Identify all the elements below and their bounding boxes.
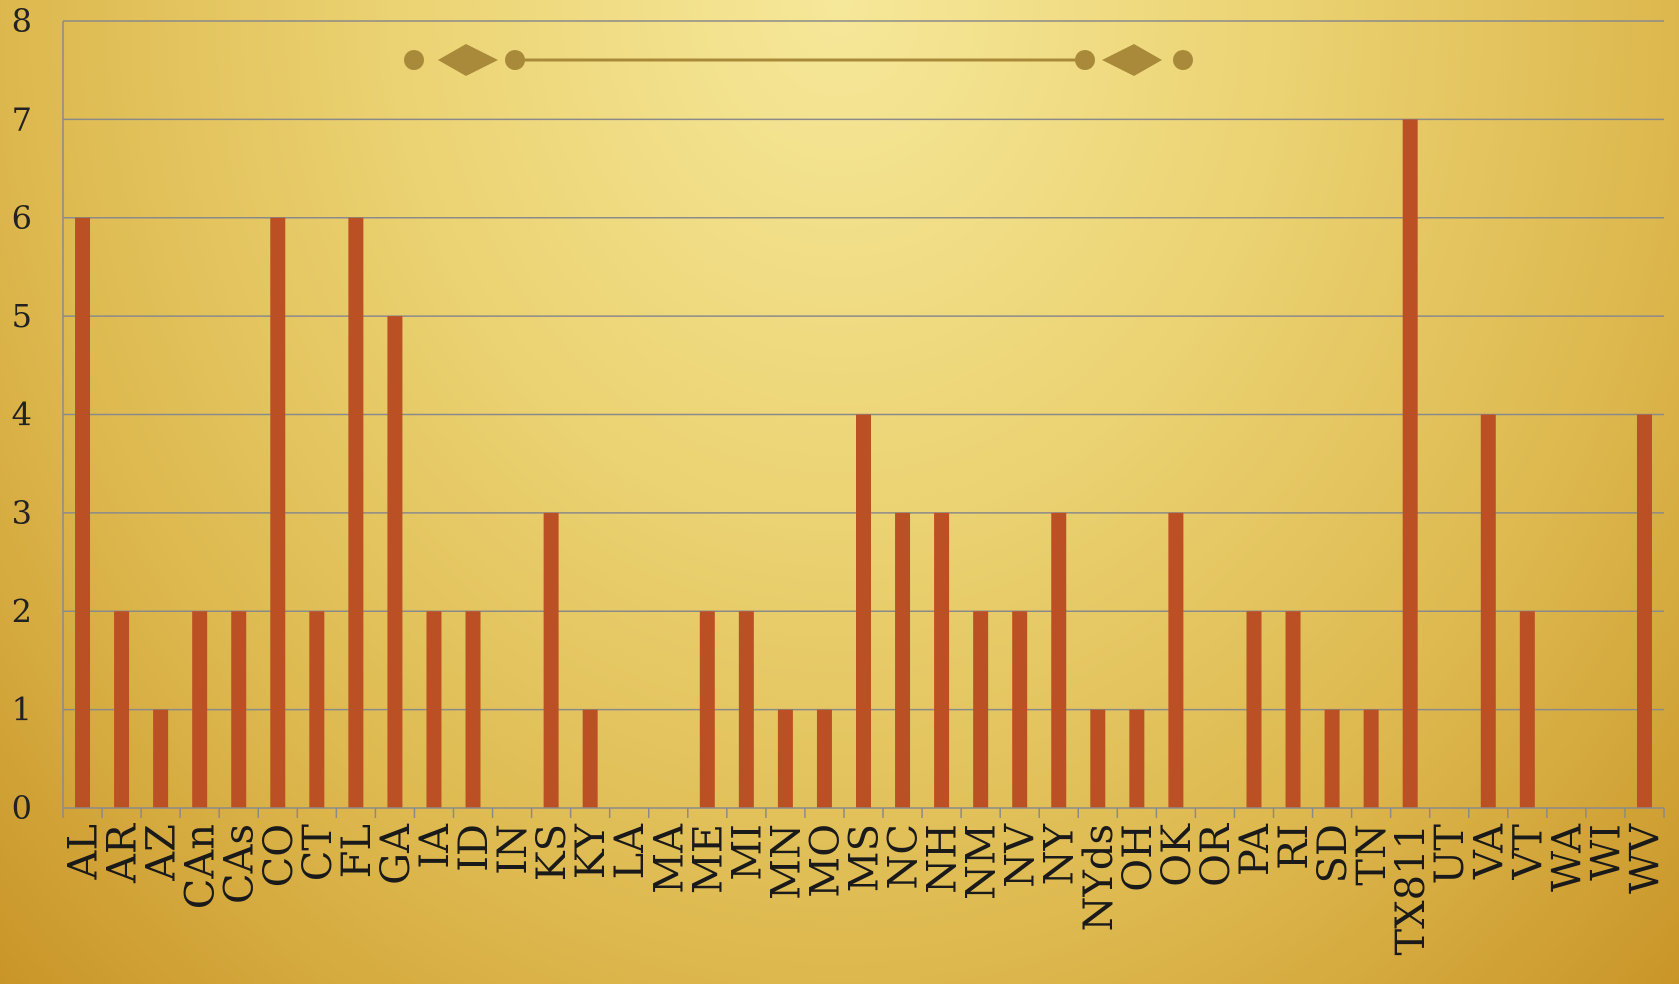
x-tick-label: GA [373,823,419,885]
bar-tn [1363,709,1379,808]
bar-vt [1519,611,1535,808]
x-tick-label: OH [1115,824,1161,892]
x-tick-label: WA [1544,823,1590,892]
x-tick-label: OK [1154,823,1200,887]
x-tick-label: KY [568,823,614,879]
bar-va [1480,414,1496,808]
bar-nm [973,611,989,808]
x-tick-label: OR [1193,822,1239,887]
x-tick-label: VT [1505,824,1551,881]
bar-pa [1246,611,1262,808]
y-tick-label: 4 [12,396,32,434]
bar-ga [387,316,403,808]
bar-nc [895,512,911,808]
x-tick-label: WV [1622,823,1668,894]
x-tick-label: ID [451,824,497,872]
x-tick-label: WI [1583,824,1629,881]
bar-sd [1324,709,1340,808]
x-tick-label: NH [920,824,966,894]
x-tick-label: NM [959,824,1005,900]
y-tick-label: 1 [12,691,32,729]
bar-mi [738,611,754,808]
x-tick-label: RI [1271,824,1317,870]
x-tick-label: AR [100,822,146,884]
bar-ms [856,414,871,808]
x-tick-label: MS [842,824,888,892]
y-tick-label: 2 [12,592,32,630]
x-tick-label: LA [607,823,653,880]
y-tick-label: 5 [12,297,32,335]
x-tick-label: CO [256,824,302,887]
x-tick-label: MI [724,824,770,881]
y-tick-label: 6 [12,199,32,237]
x-tick-label: AZ [139,824,185,882]
bar-az [153,709,169,808]
bar-mo [816,709,832,808]
bar-me [699,611,715,808]
x-tick-label: TN [1349,824,1395,886]
bar-al [75,217,91,808]
bar-mn [777,709,793,808]
bar-ok [1168,512,1184,808]
bar-ny [1051,512,1067,808]
bar-can [192,611,208,808]
bar-ar [114,611,130,808]
bar-oh [1129,709,1145,808]
bar-ia [426,611,442,808]
x-tick-label: NC [881,824,927,890]
bar-fl [348,217,364,808]
bar-cas [231,611,247,808]
y-tick-label: 3 [12,494,32,532]
x-tick-label: SD [1310,824,1356,883]
y-tick-label: 7 [12,100,32,138]
x-tick-label: MO [802,824,848,898]
bar-id [465,611,481,808]
bar-ky [582,709,598,808]
x-tick-label: VA [1466,823,1512,880]
y-tick-label: 0 [12,789,32,827]
bar-co [270,217,286,808]
x-tick-label: KS [529,824,575,881]
x-tick-label: IN [490,824,536,875]
bar-nh [934,512,950,808]
x-tick-label: CT [295,824,341,882]
ornament-divider-icon [404,44,1193,76]
x-tick-label: NYds [1076,824,1122,932]
x-tick-label: FL [334,824,380,878]
x-tick-label: UT [1427,824,1473,885]
x-tick-label: NV [998,823,1044,888]
bar-tx811 [1402,119,1418,808]
x-tick-label: TX811 [1388,824,1434,956]
x-tick-label: NY [1037,823,1083,885]
bar-wv [1636,414,1652,808]
x-tick-label: AL [61,824,107,880]
x-tick-label: MN [763,824,809,900]
x-tick-label: ME [685,824,731,894]
x-tick-label: CAs [217,824,263,904]
x-tick-label: IA [412,823,458,869]
bar-nyds [1090,709,1106,808]
y-tick-label: 8 [12,2,32,40]
x-tick-label: MA [646,823,692,894]
bar-ri [1285,611,1301,808]
x-tick-label: CAn [178,824,224,909]
bar-ks [543,512,559,808]
x-tick-label: PA [1232,823,1278,876]
bar-ct [309,611,325,808]
bar-nv [1012,611,1028,808]
